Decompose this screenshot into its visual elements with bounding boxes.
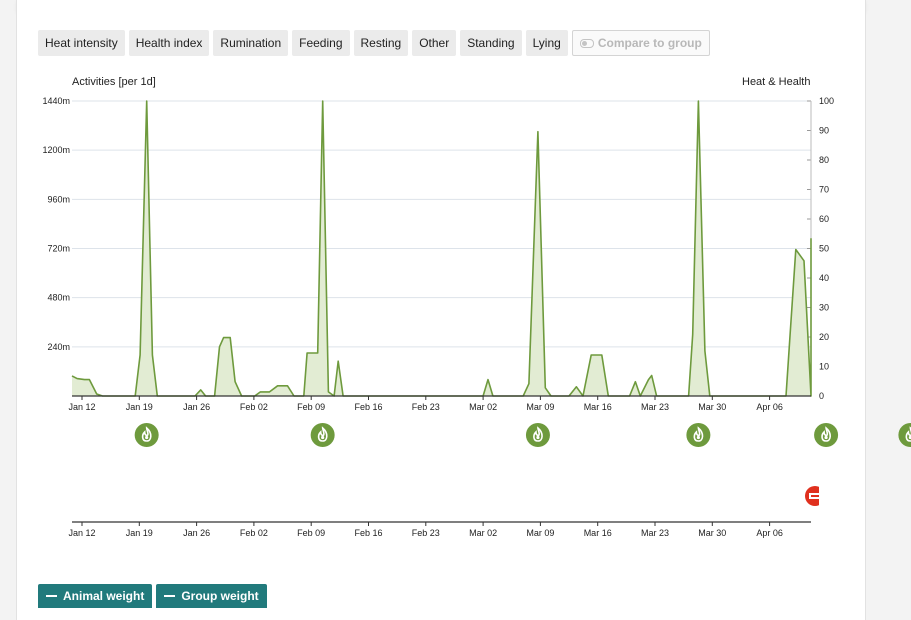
animal-weight-button[interactable]: Animal weight [38, 584, 153, 608]
y-left-tick-label: 1200m [42, 145, 70, 155]
navigator-tick-label: Feb 16 [354, 528, 382, 538]
y-left-tick-label: 720m [47, 244, 70, 254]
activity-tabs: Heat intensity Health index Rumination F… [38, 30, 710, 56]
y-right-tick-label: 70 [819, 185, 829, 195]
x-tick-label: Jan 19 [126, 402, 153, 412]
tab-health-index[interactable]: Health index [128, 30, 210, 56]
activity-chart: 240m 480m 720m 960m 1200m 1440m 0 10 20 30 40 50 60 7… [42, 96, 911, 538]
group-weight-label: Group weight [181, 589, 259, 603]
y-right-tick-label: 30 [819, 303, 829, 313]
group-weight-button[interactable]: Group weight [156, 584, 267, 608]
x-tick-label: Mar 09 [526, 402, 554, 412]
navigator-tick-label: Feb 09 [297, 528, 325, 538]
x-tick-label: Feb 16 [354, 402, 382, 412]
tab-rumination[interactable]: Rumination [213, 30, 289, 56]
x-tick-label: Mar 23 [641, 402, 669, 412]
compare-to-group-button[interactable]: Compare to group [571, 30, 710, 56]
navigator-tick-label: Mar 02 [469, 528, 497, 538]
y-left-tick-label: 480m [47, 293, 70, 303]
navigator-handle[interactable] [805, 485, 819, 507]
y-right-tick-label: 10 [819, 362, 829, 372]
weight-legend: Animal weight Group weight [38, 584, 267, 608]
x-tick-label: Feb 09 [297, 402, 325, 412]
animal-weight-label: Animal weight [63, 589, 145, 603]
navigator-tick-label: Jan 19 [126, 528, 153, 538]
y-left-tick-label: 240m [47, 342, 70, 352]
flame-icon[interactable] [898, 423, 911, 447]
navigator-tick-label: Mar 09 [526, 528, 554, 538]
y-right-tick-label: 20 [819, 332, 829, 342]
compare-to-group-label: Compare to group [597, 36, 702, 50]
y-left-tick-label: 1440m [42, 96, 70, 106]
x-tick-label: Jan 26 [183, 402, 210, 412]
flame-icon[interactable] [134, 423, 159, 447]
x-tick-label: Mar 02 [469, 402, 497, 412]
tab-heat-intensity[interactable]: Heat intensity [38, 30, 125, 56]
navigator-tick-label: Apr 06 [756, 528, 783, 538]
flame-icon[interactable] [525, 423, 550, 447]
flame-icon[interactable] [310, 423, 335, 447]
x-tick-label: Apr 06 [756, 402, 783, 412]
tab-resting[interactable]: Resting [353, 30, 409, 56]
y-axis-right-label: Heat & Health [742, 76, 811, 88]
x-tick-label: Feb 02 [240, 402, 268, 412]
y-right-tick-label: 60 [819, 214, 829, 224]
navigator-tick-label: Mar 16 [584, 528, 612, 538]
tab-standing[interactable]: Standing [460, 30, 522, 56]
navigator-tick-label: Mar 30 [698, 528, 726, 538]
x-tick-label: Mar 16 [584, 402, 612, 412]
y-right-tick-label: 50 [819, 244, 829, 254]
x-tick-label: Mar 30 [698, 402, 726, 412]
y-right-tick-label: 40 [819, 273, 829, 283]
y-left-tick-label: 960m [47, 194, 70, 204]
dashed-line-icon [164, 595, 176, 597]
navigator-tick-label: Jan 12 [68, 528, 95, 538]
navigator-tick-label: Feb 02 [240, 528, 268, 538]
navigator-tick-label: Jan 26 [183, 528, 210, 538]
tab-lying[interactable]: Lying [525, 30, 568, 56]
y-right-tick-label: 80 [819, 155, 829, 165]
x-tick-label: Jan 12 [68, 402, 95, 412]
solid-line-icon [46, 595, 57, 597]
y-right-tick-label: 0 [819, 391, 824, 401]
y-right-tick-label: 100 [819, 96, 834, 106]
toggle-icon [579, 38, 594, 48]
x-tick-label: Feb 23 [412, 402, 440, 412]
series-area [72, 101, 811, 396]
y-right-tick-label: 90 [819, 126, 829, 136]
flame-icon[interactable] [814, 423, 839, 447]
navigator-tick-label: Mar 23 [641, 528, 669, 538]
flame-icon[interactable] [686, 423, 711, 447]
tab-other[interactable]: Other [412, 30, 457, 56]
chart-card [16, 0, 866, 620]
y-axis-left-label: Activities [per 1d] [72, 76, 156, 88]
tab-feeding[interactable]: Feeding [292, 30, 350, 56]
navigator-tick-label: Feb 23 [412, 528, 440, 538]
